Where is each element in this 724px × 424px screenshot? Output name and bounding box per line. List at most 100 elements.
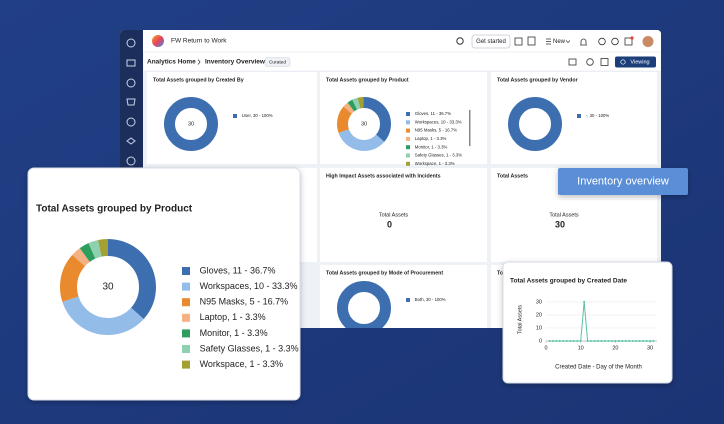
donut-segment	[60, 239, 156, 335]
legend-label: Safety Glasses, 1 - 3.3%	[415, 153, 462, 158]
legend-swatch	[182, 360, 190, 369]
y-tick-label: 10	[536, 325, 542, 331]
nav-icon[interactable]	[126, 78, 136, 88]
point	[649, 340, 652, 342]
point	[610, 340, 613, 342]
nav-icon[interactable]	[126, 117, 136, 127]
button-label: Get started	[476, 39, 506, 45]
card-title: Total Assets grouped by Created Date	[510, 278, 627, 285]
legend-label: Workspaces, 10 - 33.3%	[415, 119, 462, 124]
help-icon[interactable]	[611, 37, 619, 46]
get-started-button[interactable]	[471, 34, 511, 49]
breadcrumb-home[interactable]: Analytics Home	[147, 59, 196, 66]
search-icon[interactable]	[456, 37, 464, 45]
nav-icon[interactable]	[126, 59, 136, 67]
share-icon[interactable]	[586, 58, 594, 66]
metric-value: 0	[387, 219, 392, 229]
notes-icon[interactable]	[527, 36, 536, 46]
y-axis-label: Total Assets	[517, 305, 523, 335]
legend-swatch	[406, 298, 410, 302]
metric-label: Total Assets	[379, 212, 409, 218]
point	[628, 340, 631, 342]
point	[652, 340, 655, 342]
avatar[interactable]	[642, 36, 654, 47]
donut-segment	[164, 97, 218, 151]
breadcrumb-current: Inventory Overview	[205, 59, 266, 66]
point	[624, 340, 627, 342]
donut-center: 30	[361, 121, 367, 127]
widget-title: High Impact Assets associated with Incid…	[326, 173, 441, 179]
legend-swatch	[233, 114, 237, 118]
donut-segment	[337, 97, 391, 151]
point	[548, 340, 551, 342]
viewing-label: Viewing	[630, 59, 649, 65]
eye-icon	[620, 59, 626, 65]
point	[614, 340, 617, 342]
y-tick-label: 0	[539, 338, 542, 344]
legend-swatch	[182, 345, 190, 353]
nav-icon[interactable]	[126, 38, 136, 48]
bell-icon[interactable]	[580, 38, 587, 46]
legend-label: Both, 30 - 100%	[415, 297, 446, 302]
apps-icon[interactable]	[624, 37, 633, 46]
point	[562, 340, 565, 342]
x-tick-label: 20	[612, 345, 618, 351]
point	[558, 340, 561, 342]
nav-icon[interactable]	[126, 156, 136, 166]
legend-label: N95 Masks, 5 - 16.7%	[200, 297, 289, 307]
donut-center: 30	[188, 121, 194, 127]
viewing-button[interactable]	[615, 56, 656, 68]
new-menu[interactable]: New	[553, 39, 566, 45]
widget-title: Total Assets grouped by Vendor	[497, 77, 578, 83]
app-title: FW Return to Work	[171, 38, 227, 45]
widget-title: Total Assets grouped by Mode of Procurem…	[326, 270, 443, 276]
legend-label: N95 Masks, 5 - 16.7%	[415, 128, 457, 133]
lock-icon[interactable]	[568, 58, 577, 66]
card-bg	[27, 167, 301, 401]
legend-swatch	[577, 114, 581, 118]
widget-title: Total Assets grouped by Created By	[153, 77, 244, 83]
x-tick-label: 10	[578, 345, 584, 351]
donut-segment	[60, 239, 156, 335]
x-tick-label: 30	[647, 345, 653, 351]
line-chart: 0 10 20 30 0 10 20 30 Total Assets Created Date -…	[517, 299, 657, 371]
legend-swatch	[182, 329, 190, 338]
breadcrumb-separator	[197, 59, 201, 65]
x-tick-label: 0	[544, 345, 547, 351]
legend-label: Monitor, 1 - 3.3%	[415, 144, 448, 149]
chat-icon[interactable]	[598, 37, 606, 46]
donut-segment	[337, 281, 391, 328]
point	[586, 340, 589, 342]
menu-icon[interactable]	[546, 38, 551, 45]
donut-segment	[337, 97, 391, 151]
x-axis-label: Created Date - Day of the Month	[555, 365, 642, 371]
donut: 30 Gloves, 11 - 36.7% Workspaces, 10 - 33.…	[60, 239, 299, 369]
legend-swatch	[182, 282, 190, 291]
nav-icon[interactable]	[126, 98, 136, 106]
legend-label: -, 30 - 100%	[586, 113, 610, 118]
y-tick-label: 30	[536, 299, 542, 305]
metric-label: Total Assets	[549, 212, 579, 218]
point	[621, 340, 624, 342]
point	[590, 340, 593, 342]
legend-label: Monitor, 1 - 3.3%	[200, 328, 268, 338]
widget	[320, 168, 487, 262]
metric-value: 30	[555, 219, 565, 229]
legend-label: User, 30 - 100%	[242, 113, 273, 118]
point	[638, 340, 641, 342]
logo[interactable]	[152, 35, 164, 47]
calendar-icon[interactable]	[514, 37, 523, 46]
legend-swatch	[182, 267, 190, 275]
chevron	[565, 40, 571, 43]
point	[579, 340, 582, 342]
nav-icon[interactable]	[126, 137, 136, 145]
present-icon[interactable]	[600, 58, 609, 66]
point	[593, 340, 596, 342]
point	[583, 300, 586, 303]
legend-swatch	[406, 145, 410, 150]
legend-label: Laptop, 1 - 3.3%	[415, 136, 447, 141]
badge	[630, 36, 634, 40]
legend-label: Laptop, 1 - 3.3%	[200, 312, 266, 322]
top-bar	[143, 30, 661, 52]
legend-swatch	[406, 161, 410, 166]
